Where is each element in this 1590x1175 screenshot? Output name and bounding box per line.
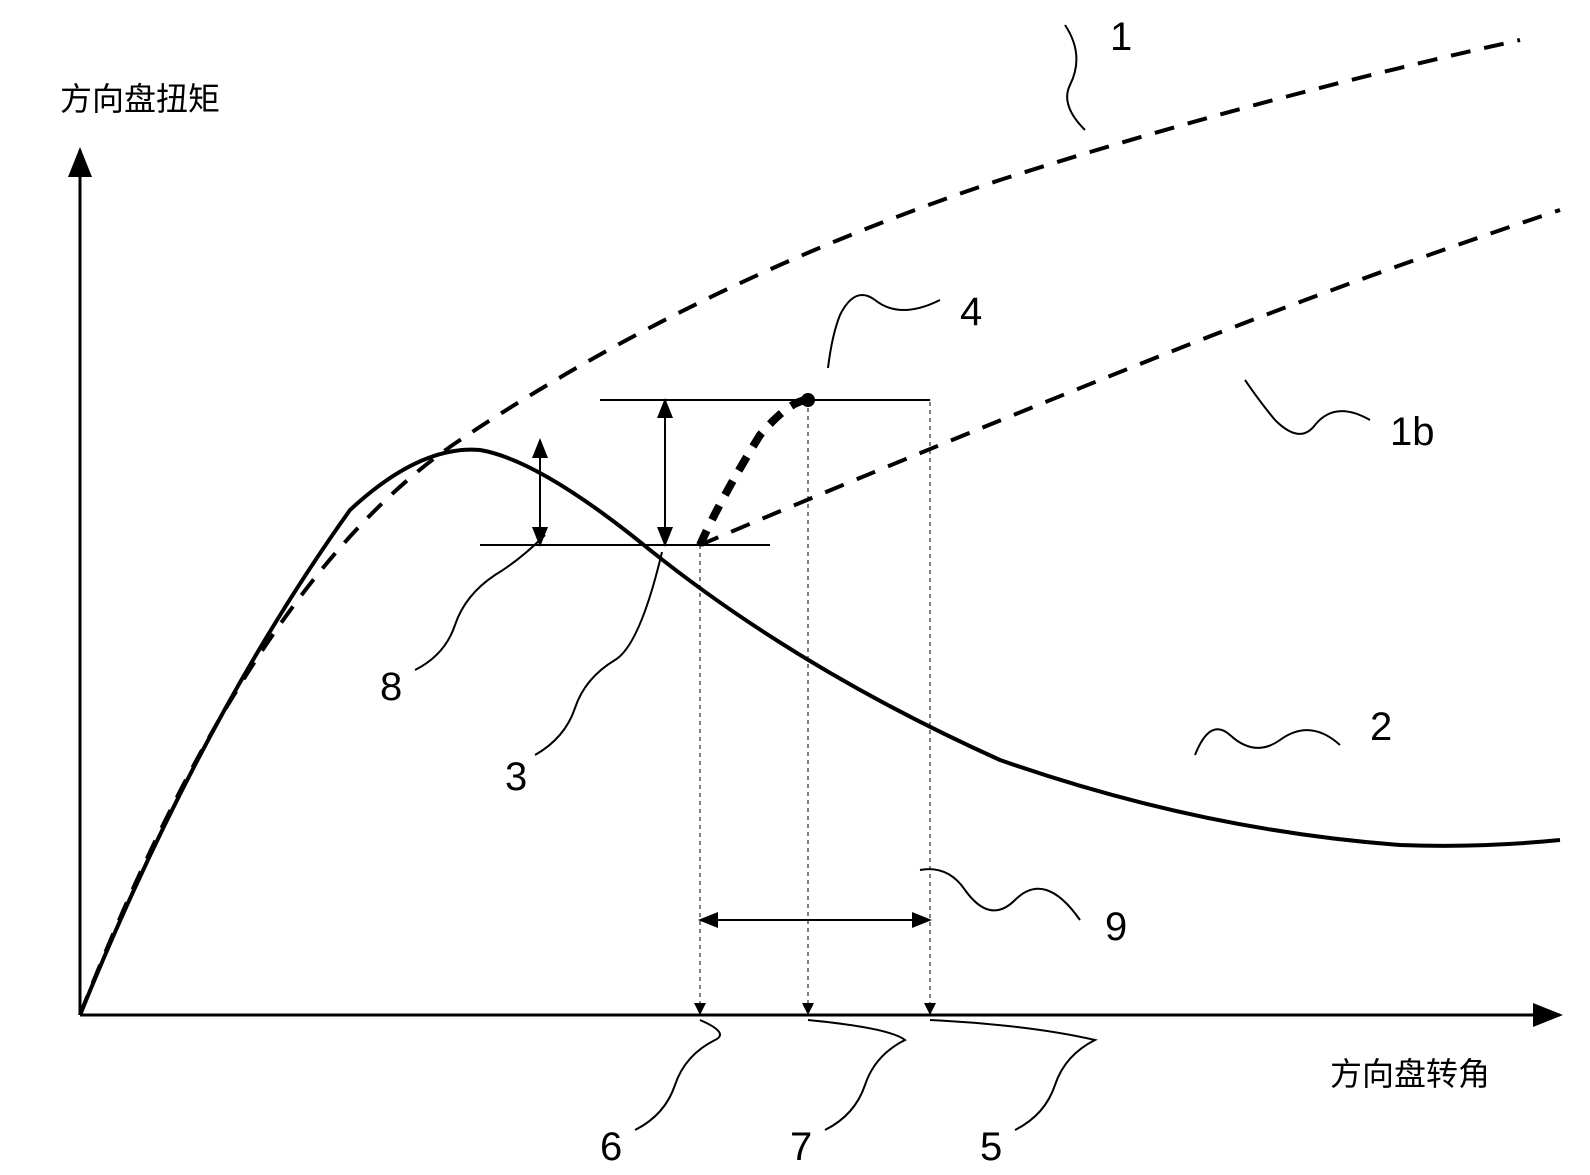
drop-arrow-d6 bbox=[694, 1003, 706, 1015]
drop-arrow-d7 bbox=[802, 1003, 814, 1015]
leader-l4 bbox=[828, 295, 940, 368]
curve-4 bbox=[700, 400, 808, 545]
leader-l1 bbox=[1065, 25, 1085, 130]
curve-2 bbox=[80, 450, 1560, 1015]
label-4: 4 bbox=[960, 290, 982, 334]
x-axis-drop-arrows bbox=[694, 1003, 936, 1015]
labels: 1 4 1b 2 8 3 9 6 7 5 bbox=[380, 15, 1435, 1169]
x-axis-label: 方向盘转角 bbox=[1330, 1056, 1490, 1092]
curves bbox=[80, 40, 1560, 1015]
intersection-point bbox=[801, 393, 815, 407]
label-1b: 1b bbox=[1390, 410, 1435, 454]
torque-angle-diagram: 方向盘转角 方向盘扭矩 1 4 1b 2 8 3 9 6 7 5 bbox=[0, 0, 1590, 1175]
leader-l3 bbox=[535, 552, 662, 755]
curve-1b bbox=[700, 210, 1560, 545]
label-5: 5 bbox=[980, 1125, 1002, 1169]
leader-l6 bbox=[635, 1020, 720, 1130]
label-2: 2 bbox=[1370, 705, 1392, 749]
leader-l9 bbox=[920, 869, 1080, 920]
label-7: 7 bbox=[790, 1125, 812, 1169]
label-6: 6 bbox=[600, 1125, 622, 1169]
leader-l5 bbox=[930, 1020, 1095, 1130]
label-9: 9 bbox=[1105, 905, 1127, 949]
leader-curves bbox=[415, 25, 1370, 1130]
leader-l2 bbox=[1195, 729, 1340, 755]
drop-arrow-d5 bbox=[924, 1003, 936, 1015]
dimension-arrows bbox=[540, 400, 930, 920]
axes: 方向盘转角 方向盘扭矩 bbox=[60, 81, 1560, 1092]
leader-l8 bbox=[415, 535, 545, 670]
label-1: 1 bbox=[1110, 15, 1132, 59]
curve-1 bbox=[80, 40, 1520, 1015]
leader-l1b bbox=[1245, 380, 1370, 434]
leader-l7 bbox=[808, 1020, 905, 1130]
y-axis-label: 方向盘扭矩 bbox=[60, 81, 220, 117]
label-3: 3 bbox=[505, 755, 527, 799]
label-8: 8 bbox=[380, 665, 402, 709]
